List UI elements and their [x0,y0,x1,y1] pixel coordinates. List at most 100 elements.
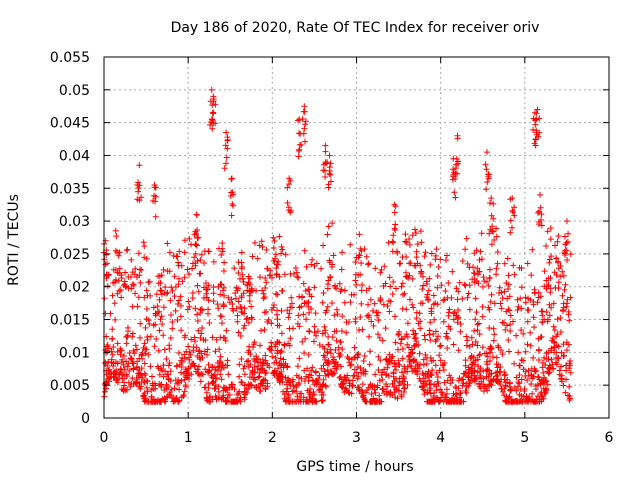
data-point [190,360,197,367]
data-point [324,303,331,310]
data-point [301,350,308,357]
data-point [377,357,384,364]
data-point [566,383,573,390]
data-point [433,383,440,390]
data-point [129,330,136,337]
data-point [501,260,508,267]
data-point [277,376,284,383]
data-point [339,346,346,353]
data-point [129,333,136,340]
data-point [396,328,403,335]
data-point [384,383,391,390]
data-point [325,223,332,230]
data-point [427,337,434,344]
data-point [417,325,424,332]
data-point [448,294,455,301]
data-point [520,394,527,401]
data-point [101,388,108,395]
data-point [528,365,535,372]
data-point [299,115,306,122]
data-point [138,351,145,358]
data-point [417,228,424,235]
data-point [491,331,498,338]
data-point [247,381,254,388]
data-point [551,349,558,356]
data-point [534,209,541,216]
data-point [285,340,292,347]
data-point [128,256,135,263]
data-point [490,215,497,222]
data-point [507,196,514,203]
data-point [357,314,364,321]
data-point [423,280,430,287]
data-point [404,381,411,388]
data-point [370,322,377,329]
data-point [562,389,569,396]
data-point [399,355,406,362]
data-point [332,283,339,290]
data-point [145,351,152,358]
data-point [430,292,437,299]
data-point [332,347,339,354]
data-point [235,329,242,336]
data-point [493,354,500,361]
data-point [372,265,379,272]
data-point [318,391,325,398]
data-point [497,369,504,376]
data-point [305,286,312,293]
data-point [477,365,484,372]
data-point [398,369,405,376]
data-point [567,358,574,365]
data-point [224,357,231,364]
data-point [147,333,154,340]
data-point [554,258,561,265]
data-point [190,347,197,354]
data-point [391,225,398,232]
data-point [499,351,506,358]
data-point [353,254,360,261]
data-point [251,356,258,363]
data-point [381,263,388,270]
data-point [322,148,329,155]
data-point [197,335,204,342]
data-point [246,287,253,294]
data-point [483,358,490,365]
data-point [563,239,570,246]
data-point [338,328,345,335]
data-point [202,337,209,344]
data-point [335,344,342,351]
data-point [488,370,495,377]
data-point [386,274,393,281]
data-point [110,360,117,367]
data-point [217,371,224,378]
data-point [256,373,263,380]
data-point [406,235,413,242]
data-point [564,256,571,263]
data-point [522,348,529,355]
data-point [486,230,493,237]
data-point [243,358,250,365]
data-point [246,374,253,381]
data-point [119,356,126,363]
data-point [290,270,297,277]
data-point [359,326,366,333]
data-point [506,307,513,314]
data-point [223,154,230,161]
data-point [160,266,167,273]
data-point [507,312,514,319]
data-point [535,335,542,342]
data-point [195,369,202,376]
data-point [392,221,399,228]
data-point [403,269,410,276]
data-point [409,232,416,239]
data-point [270,234,277,241]
data-point [520,330,527,337]
data-point [349,382,356,389]
data-point [443,252,450,259]
data-point [296,396,303,403]
data-point [352,316,359,323]
data-point [246,347,253,354]
data-point [162,368,169,375]
data-point [360,367,367,374]
data-point [321,323,328,330]
